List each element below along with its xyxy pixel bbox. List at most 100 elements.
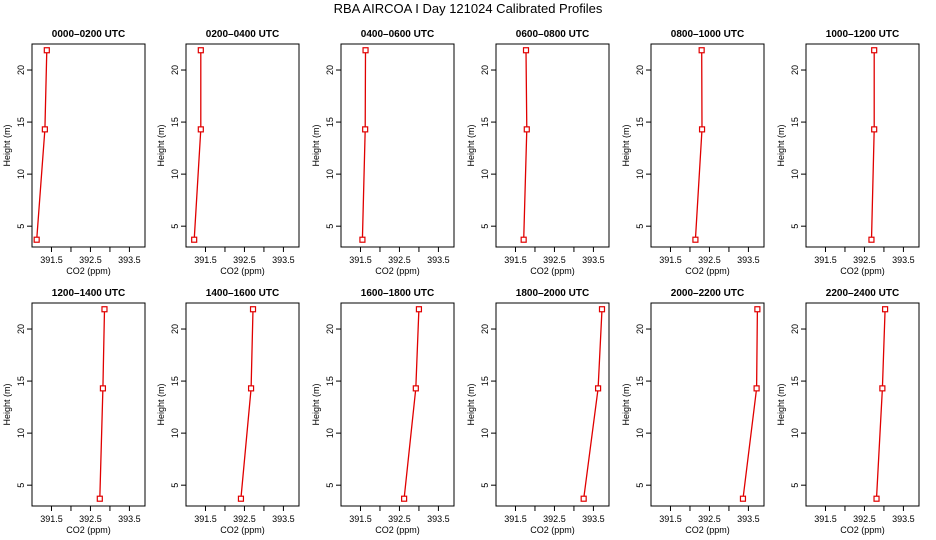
profile-line (694, 50, 703, 240)
plot-frame (31, 302, 146, 507)
x-tick-label: 392.5 (388, 514, 411, 524)
data-point (523, 126, 530, 133)
y-tick-label: 15 (635, 117, 645, 127)
y-tick-label: 20 (16, 65, 26, 75)
x-tick-label: 392.5 (233, 514, 256, 524)
y-axis-label: Height (m) (2, 124, 12, 166)
data-point (692, 236, 699, 243)
data-point (401, 495, 408, 502)
y-tick-label: 5 (325, 483, 335, 488)
plot-frame (340, 302, 455, 507)
y-tick-label: 5 (635, 224, 645, 229)
profile-panel-3: 0400–0600 UTC 391.5 392.5 393.5 CO2 (ppm) 5 10… (311, 29, 455, 276)
y-tick-label: 20 (170, 324, 180, 334)
y-tick-label: 20 (325, 324, 335, 334)
y-tick-label: 10 (480, 169, 490, 179)
y-tick-label: 5 (790, 483, 800, 488)
y-tick-label: 20 (635, 65, 645, 75)
x-tick-label: 391.5 (814, 255, 837, 265)
y-tick-label: 5 (635, 483, 645, 488)
y-tick-label: 5 (170, 483, 180, 488)
profile-line (742, 309, 759, 499)
panel-title: 2200–2400 UTC (826, 288, 899, 299)
x-tick-label: 392.5 (543, 514, 566, 524)
profile-line (523, 50, 528, 240)
y-axis-label: Height (m) (311, 383, 321, 425)
x-tick-label: 393.5 (118, 255, 141, 265)
profile-panel-4: 0600–0800 UTC 391.5 392.5 393.5 CO2 (ppm) 5 10… (466, 29, 610, 276)
y-tick-label: 15 (790, 376, 800, 386)
y-tick-label: 20 (790, 324, 800, 334)
data-point (698, 47, 705, 54)
y-tick-label: 15 (790, 117, 800, 127)
x-tick-label: 391.5 (504, 255, 527, 265)
y-tick-label: 20 (635, 324, 645, 334)
profile-line (870, 50, 875, 240)
profile-line (193, 50, 202, 240)
data-point (191, 236, 198, 243)
data-point (237, 495, 245, 502)
x-axis-label: CO2 (ppm) (530, 525, 575, 535)
x-tick-label: 392.5 (79, 514, 102, 524)
plot-frame (805, 43, 920, 248)
x-axis-label: CO2 (ppm) (375, 266, 420, 276)
x-axis-label: CO2 (ppm) (66, 266, 111, 276)
plot-frame (805, 302, 920, 507)
data-point (197, 126, 204, 133)
x-tick-label: 392.5 (543, 255, 566, 265)
y-axis-label: Height (m) (621, 383, 631, 425)
x-tick-label: 391.5 (349, 255, 372, 265)
x-tick-label: 391.5 (194, 514, 217, 524)
x-tick-label: 392.5 (698, 514, 721, 524)
y-axis-label: Height (m) (2, 383, 12, 425)
data-point (415, 306, 423, 313)
y-tick-label: 10 (16, 169, 26, 179)
x-tick-label: 391.5 (40, 514, 63, 524)
x-tick-label: 391.5 (659, 255, 682, 265)
y-tick-label: 20 (325, 65, 335, 75)
profile-line (403, 309, 420, 499)
panel-title: 0200–0400 UTC (206, 29, 279, 40)
x-tick-label: 393.5 (737, 514, 760, 524)
profile-line (99, 309, 106, 499)
y-tick-label: 10 (170, 428, 180, 438)
x-tick-label: 393.5 (272, 514, 295, 524)
panel-title: 1800–2000 UTC (516, 288, 589, 299)
data-point (96, 495, 103, 502)
data-point (41, 126, 48, 133)
data-point (598, 306, 606, 313)
plot-frame (650, 302, 765, 507)
y-axis-label: Height (m) (466, 124, 476, 166)
x-tick-label: 393.5 (427, 514, 450, 524)
y-axis-label: Height (m) (466, 383, 476, 425)
y-tick-label: 15 (170, 117, 180, 127)
plot-frame (31, 43, 146, 248)
plot-frame (495, 43, 610, 248)
panel-title: 1400–1600 UTC (206, 288, 279, 299)
panel-title: 2000–2200 UTC (671, 288, 744, 299)
data-point (594, 385, 602, 392)
data-point (871, 126, 878, 133)
x-tick-label: 393.5 (892, 255, 915, 265)
data-point (33, 236, 40, 243)
y-tick-label: 10 (325, 169, 335, 179)
profile-panel-1: 0000–0200 UTC 391.5 392.5 393.5 CO2 (ppm) 5 10… (2, 29, 146, 276)
y-tick-label: 15 (325, 376, 335, 386)
x-tick-label: 391.5 (504, 514, 527, 524)
y-axis-label: Height (m) (621, 124, 631, 166)
y-tick-label: 5 (480, 224, 490, 229)
y-tick-label: 15 (16, 376, 26, 386)
profile-line (583, 309, 603, 499)
x-tick-label: 393.5 (427, 255, 450, 265)
x-axis-label: CO2 (ppm) (530, 266, 575, 276)
x-axis-label: CO2 (ppm) (375, 525, 420, 535)
y-tick-label: 5 (16, 483, 26, 488)
profile-line (361, 50, 367, 240)
y-axis-label: Height (m) (776, 383, 786, 425)
panel-title: 0600–0800 UTC (516, 29, 589, 40)
y-tick-label: 20 (480, 65, 490, 75)
data-point (879, 385, 886, 392)
data-point (249, 306, 257, 313)
y-tick-label: 20 (170, 65, 180, 75)
x-axis-label: CO2 (ppm) (220, 266, 265, 276)
